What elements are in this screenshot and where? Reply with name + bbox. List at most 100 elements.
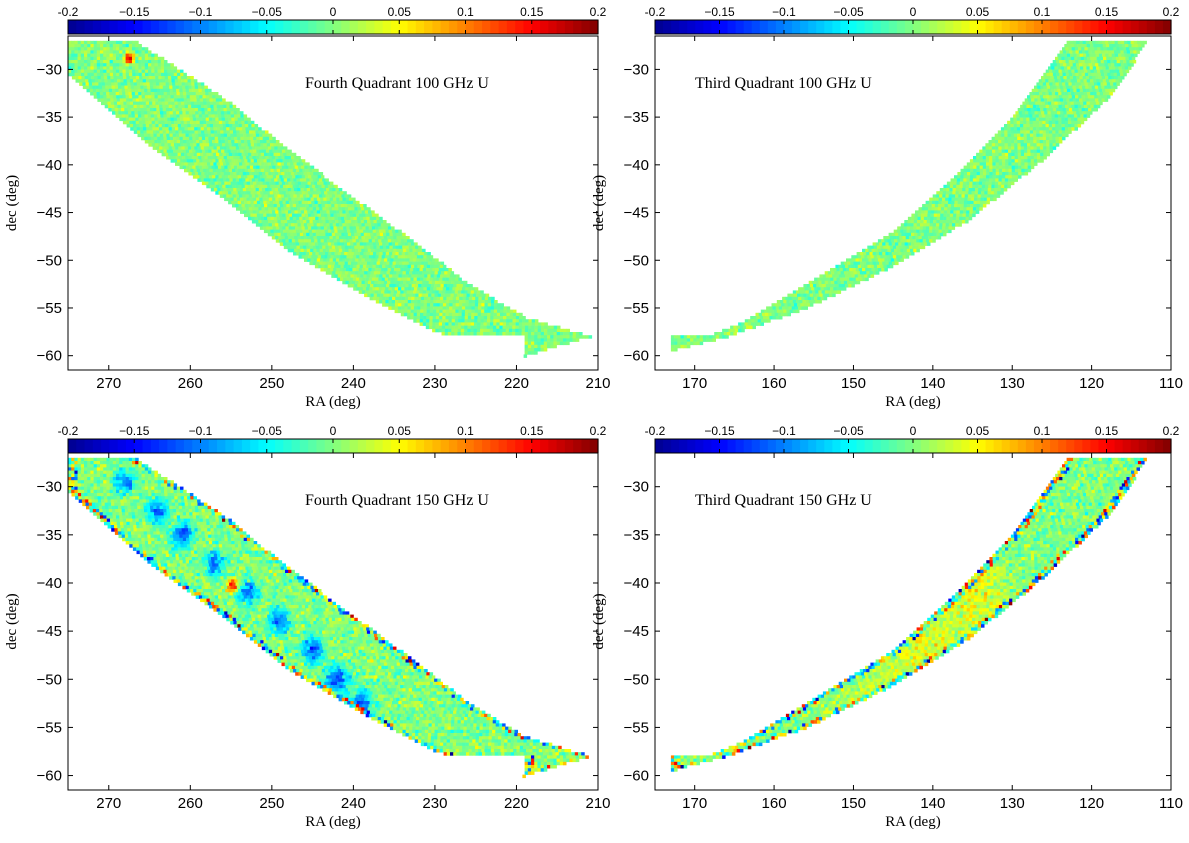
heatmap-cell — [425, 325, 430, 330]
heatmap-cell — [1020, 143, 1025, 147]
heatmap-cell — [141, 95, 146, 99]
heatmap-cell — [540, 328, 545, 333]
heatmap-cell — [440, 293, 445, 298]
heatmap-cell — [297, 197, 302, 202]
y-tick-label: −60 — [37, 348, 62, 365]
heatmap-cell — [244, 213, 248, 218]
heatmap-cell — [1100, 82, 1104, 86]
heatmap-cell — [132, 47, 136, 51]
heatmap-cell — [1085, 50, 1089, 54]
heatmap-cell — [527, 351, 532, 355]
heatmap-cell — [129, 101, 134, 106]
heatmap-cell — [441, 290, 446, 294]
heatmap-cell — [232, 194, 237, 198]
heatmap-cell — [317, 213, 322, 218]
heatmap-cell — [421, 284, 425, 288]
heatmap-cell — [331, 232, 336, 237]
heatmap-cell — [183, 95, 187, 99]
heatmap-cell — [296, 220, 301, 224]
heatmap-cell — [1080, 101, 1084, 106]
heatmap-cell — [374, 248, 378, 253]
colorbar-segment — [208, 20, 218, 34]
heatmap-cell — [282, 226, 286, 230]
heatmap-cell — [156, 85, 160, 90]
heatmap-cell — [149, 108, 154, 112]
heatmap-cell — [353, 264, 357, 269]
heatmap-cell — [429, 290, 433, 294]
heatmap-cell — [188, 130, 192, 134]
heatmap-cell — [214, 133, 218, 138]
heatmap-cell — [134, 111, 138, 115]
heatmap-cell — [176, 95, 181, 99]
heatmap-cell — [106, 50, 110, 54]
y-tick-label: −55 — [37, 300, 62, 317]
heatmap-cell — [417, 296, 422, 301]
heatmap-cell — [135, 72, 139, 77]
heatmap-cell — [256, 200, 261, 205]
heatmap-cell — [979, 175, 984, 179]
heatmap-cell — [556, 341, 561, 346]
heatmap-cell — [1064, 79, 1068, 83]
heatmap-cell — [1017, 156, 1022, 160]
heatmap-cell — [1078, 95, 1082, 99]
heatmap-cell — [396, 293, 400, 298]
heatmap-cell — [397, 306, 402, 310]
heatmap-cell — [200, 82, 205, 86]
heatmap-cell — [1017, 136, 1021, 141]
heatmap-cell — [372, 296, 377, 301]
heatmap-cell — [379, 220, 384, 224]
heatmap-cell — [141, 66, 146, 70]
y-tick-label: −50 — [37, 252, 62, 269]
heatmap-cell — [484, 312, 488, 317]
heatmap-cell — [218, 175, 222, 179]
heatmap-cell — [255, 130, 259, 134]
colorbar-segment — [333, 20, 342, 34]
heatmap-cell — [1072, 85, 1076, 90]
heatmap-cell — [119, 40, 123, 45]
heatmap-cell — [424, 293, 429, 298]
heatmap-cell — [114, 85, 119, 90]
heatmap-cell — [194, 108, 199, 112]
heatmap-cell — [1065, 108, 1070, 112]
heatmap-cell — [116, 47, 120, 51]
heatmap-cell — [290, 245, 294, 250]
heatmap-cell — [356, 229, 361, 234]
heatmap-cell — [417, 252, 422, 256]
heatmap-cell — [229, 162, 233, 166]
heatmap-cell — [287, 232, 291, 237]
heatmap-cell — [341, 261, 345, 266]
heatmap-cell — [369, 287, 373, 291]
heatmap-cell — [1020, 152, 1025, 157]
heatmap-cell — [125, 40, 130, 45]
colorbar-segment — [159, 20, 168, 34]
colorbar-segment — [258, 20, 268, 34]
heatmap-cell — [96, 66, 101, 70]
heatmap-cell — [223, 130, 227, 134]
heatmap-cell — [347, 229, 351, 234]
heatmap-cell — [252, 207, 256, 211]
heatmap-cell — [1024, 168, 1028, 173]
heatmap-cell — [140, 108, 144, 112]
heatmap-cell — [313, 172, 317, 176]
heatmap-cell — [293, 162, 297, 166]
heatmap-cell — [235, 127, 240, 131]
heatmap-cell — [1023, 133, 1027, 138]
heatmap-cell — [534, 325, 539, 330]
heatmap-cell — [313, 188, 317, 192]
heatmap-cell — [290, 162, 294, 166]
heatmap-cell — [1008, 162, 1012, 166]
heatmap-cell — [278, 181, 283, 186]
heatmap-cell — [307, 236, 311, 240]
heatmap-cell — [1004, 149, 1009, 154]
heatmap-cell — [493, 319, 497, 323]
heatmap-cell — [1069, 50, 1073, 54]
heatmap-cell — [1036, 136, 1040, 141]
y-tick-label: −30 — [37, 61, 62, 78]
heatmap-cell — [286, 204, 290, 208]
heatmap-cell — [231, 191, 235, 195]
heatmap-cell — [118, 114, 123, 118]
heatmap-cell — [418, 261, 422, 266]
heatmap-cell — [115, 114, 120, 118]
heatmap-cell — [383, 245, 387, 250]
heatmap-cell — [308, 204, 313, 208]
